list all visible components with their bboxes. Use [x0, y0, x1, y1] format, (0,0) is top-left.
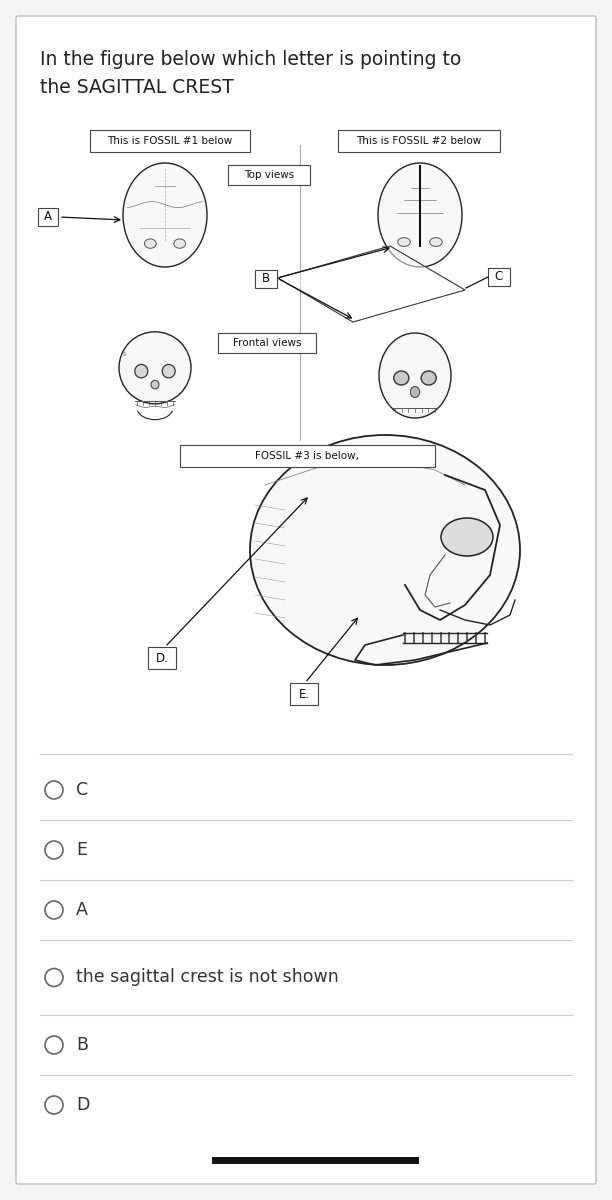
Ellipse shape — [379, 332, 451, 418]
FancyBboxPatch shape — [255, 270, 277, 288]
Text: A: A — [44, 210, 52, 223]
Text: t-: t- — [122, 350, 128, 356]
Text: Frontal views: Frontal views — [233, 338, 301, 348]
Ellipse shape — [398, 238, 410, 246]
Text: A: A — [76, 901, 88, 919]
Text: Top views: Top views — [244, 170, 294, 180]
Circle shape — [45, 841, 63, 859]
Text: This is FOSSIL #1 below: This is FOSSIL #1 below — [107, 136, 233, 146]
Ellipse shape — [421, 371, 436, 385]
Ellipse shape — [250, 434, 520, 665]
FancyBboxPatch shape — [218, 332, 316, 353]
Text: C: C — [76, 781, 88, 799]
Ellipse shape — [378, 163, 462, 266]
Ellipse shape — [135, 365, 148, 378]
FancyBboxPatch shape — [228, 164, 310, 185]
Ellipse shape — [174, 239, 185, 248]
FancyBboxPatch shape — [180, 445, 435, 467]
FancyBboxPatch shape — [290, 683, 318, 704]
Ellipse shape — [394, 371, 409, 385]
Text: the SAGITTAL CREST: the SAGITTAL CREST — [40, 78, 234, 97]
Ellipse shape — [151, 380, 159, 389]
Text: C: C — [495, 270, 503, 283]
Text: FOSSIL #3 is below,: FOSSIL #3 is below, — [255, 451, 359, 461]
Circle shape — [45, 1036, 63, 1054]
Text: D: D — [76, 1096, 89, 1114]
Ellipse shape — [162, 365, 175, 378]
Polygon shape — [278, 246, 465, 322]
FancyBboxPatch shape — [148, 647, 176, 670]
Ellipse shape — [123, 163, 207, 266]
Text: the sagittal crest is not shown: the sagittal crest is not shown — [76, 968, 339, 986]
Text: This is FOSSIL #2 below: This is FOSSIL #2 below — [356, 136, 482, 146]
FancyBboxPatch shape — [90, 130, 250, 152]
Circle shape — [45, 1096, 63, 1114]
FancyBboxPatch shape — [38, 208, 58, 226]
Ellipse shape — [144, 239, 156, 248]
Circle shape — [45, 781, 63, 799]
Ellipse shape — [441, 518, 493, 556]
Text: In the figure below which letter is pointing to: In the figure below which letter is poin… — [40, 50, 461, 68]
FancyBboxPatch shape — [16, 16, 596, 1184]
Text: B: B — [76, 1036, 88, 1054]
Ellipse shape — [119, 331, 191, 403]
Text: B: B — [262, 272, 270, 286]
FancyBboxPatch shape — [338, 130, 500, 152]
Circle shape — [45, 968, 63, 986]
Ellipse shape — [430, 238, 442, 246]
Text: D.: D. — [155, 652, 168, 665]
Text: E.: E. — [299, 688, 310, 701]
Circle shape — [45, 901, 63, 919]
Text: E: E — [76, 841, 87, 859]
FancyBboxPatch shape — [488, 268, 510, 286]
Ellipse shape — [410, 386, 420, 397]
